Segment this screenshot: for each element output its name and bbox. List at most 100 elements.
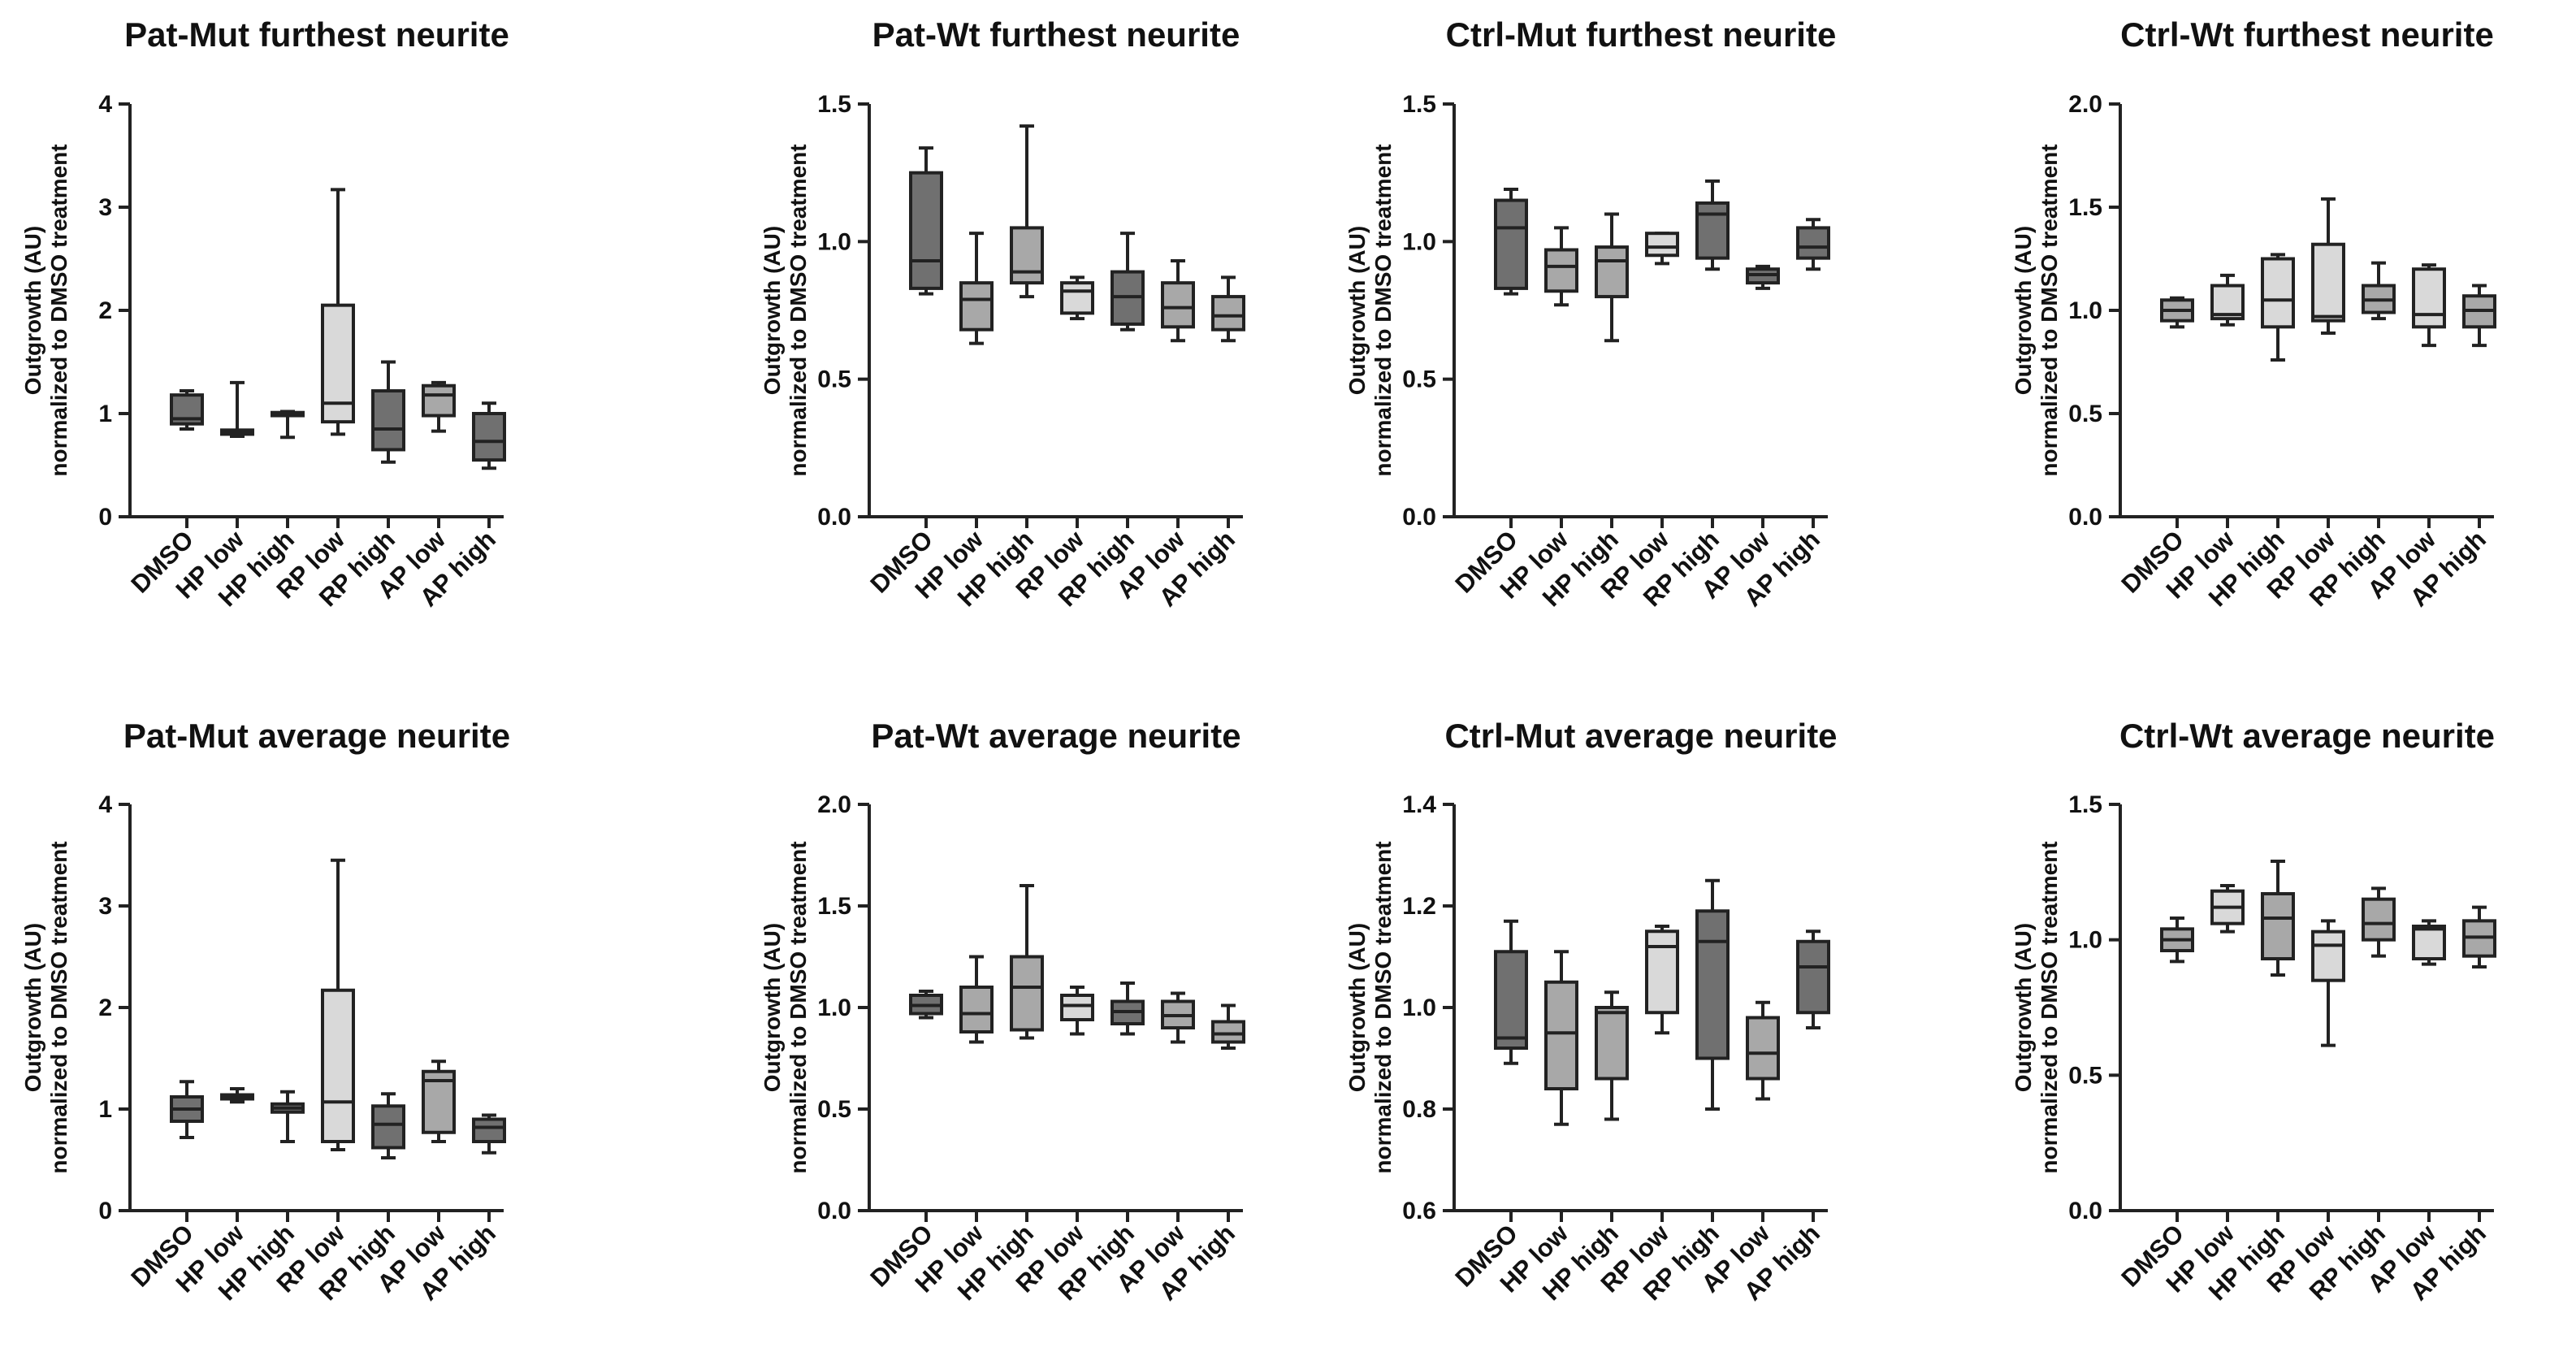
y-tick-label: 4 [98,91,112,118]
box-ap-low [422,1060,456,1143]
box-hp-high [2261,253,2295,362]
box-iqr [1161,281,1195,329]
panel-title: Ctrl-Wt average neurite [2119,717,2495,755]
box-hp-high [1010,124,1044,299]
box-ap-high [1211,1003,1245,1050]
y-axis-label: normalized to DMSO treatment [1370,144,1396,476]
box-iqr [472,412,506,462]
box-rp-high [1110,982,1145,1036]
box-rp-high [2362,261,2396,321]
box-iqr [1211,295,1245,332]
box-dmso [909,990,943,1020]
box-iqr [2412,267,2446,329]
box-ap-high [1796,218,1830,271]
box-hp-high [1595,990,1629,1121]
y-tick-label: 0 [98,504,112,531]
box-iqr [2362,897,2396,942]
box-ap-high [2462,284,2496,348]
box-ap-low [1161,259,1195,343]
y-tick-label: 1.4 [1402,791,1436,818]
box-ap-high [472,1113,506,1155]
box-iqr [1494,198,1528,290]
y-axis-label: Outgrowth (AU) [2011,923,2036,1092]
box-iqr [1494,950,1528,1050]
box-dmso [2160,296,2194,329]
y-axis-label: Outgrowth (AU) [1344,923,1370,1092]
y-tick-label: 1.2 [1402,893,1436,920]
y-tick-label: 2.0 [2068,91,2102,118]
panel-title: Pat-Mut furthest neurite [124,15,509,54]
y-tick-label: 1.5 [2068,194,2102,221]
y-tick-label: 4 [98,791,112,818]
box-iqr [1796,939,1830,1015]
y-tick-label: 3 [98,893,112,920]
box-hp-low [2210,273,2245,327]
box-iqr [1595,245,1629,299]
box-iqr [1695,909,1730,1060]
box-iqr [909,171,943,290]
box-hp-low [2210,884,2245,934]
y-axis-label: normalized to DMSO treatment [786,841,811,1173]
panel-title: Pat-Mut average neurite [123,717,510,755]
box-dmso [909,146,943,296]
box-rp-low [1645,925,1679,1035]
box-dmso [1494,919,1528,1065]
y-tick-label: 2.0 [817,791,851,818]
panel-title: Ctrl-Wt furthest neurite [2120,15,2494,54]
box-rp-high [371,1092,405,1159]
box-iqr [1010,955,1044,1032]
y-axis-label: Outgrowth (AU) [20,923,45,1092]
y-axis-label: normalized to DMSO treatment [46,144,71,476]
box-iqr [371,1104,405,1150]
boxplot-panel-8: Ctrl-Wt average neurite Outgrowth (AU) nor… [2011,717,2496,1306]
box-iqr [1695,201,1730,260]
box-iqr [1746,1016,1780,1081]
boxplot-panel-1: Pat-Mut furthest neurite Outgrowth (AU) no… [20,15,509,612]
box-rp-high [2362,886,2396,958]
box-iqr [2412,925,2446,960]
box-iqr [1010,226,1044,285]
box-ap-low [422,380,456,433]
box-iqr [1645,232,1679,258]
box-rp-low [1060,986,1094,1036]
box-hp-high [271,410,305,440]
box-hp-high [1595,212,1629,343]
box-hp-low [220,1087,254,1104]
y-axis-label: normalized to DMSO treatment [1370,841,1396,1173]
box-ap-high [472,401,506,470]
box-hp-low [1544,950,1578,1126]
box-rp-low [321,858,355,1151]
box-iqr [2261,892,2295,960]
box-dmso [170,389,204,431]
box-iqr [321,988,355,1143]
box-ap-high [2462,905,2496,968]
box-iqr [1544,980,1578,1090]
box-iqr [1060,994,1094,1021]
y-tick-label: 1.0 [1402,994,1436,1021]
box-ap-low [1746,264,1780,290]
y-tick-label: 1 [98,401,112,427]
box-ap-high [1211,275,1245,343]
y-tick-label: 1 [98,1096,112,1123]
y-tick-label: 0.5 [2068,1062,2102,1089]
y-axis-label: Outgrowth (AU) [2011,226,2036,395]
y-tick-label: 0.8 [1402,1096,1436,1123]
y-tick-label: 1.5 [817,893,851,920]
box-iqr [959,281,994,332]
panel-title: Ctrl-Mut furthest neurite [1446,15,1837,54]
box-hp-high [271,1090,305,1143]
y-tick-label: 0 [98,1198,112,1224]
y-axis-label: normalized to DMSO treatment [46,841,71,1173]
y-tick-label: 2 [98,994,112,1021]
y-axis-label: Outgrowth (AU) [760,226,785,395]
box-iqr [1544,248,1578,293]
y-axis-label: normalized to DMSO treatment [2037,841,2062,1173]
box-iqr [2311,242,2345,323]
box-iqr [1595,1006,1629,1081]
box-iqr [1645,930,1679,1015]
boxplot-panel-5: Pat-Mut average neurite Outgrowth (AU) nor… [20,717,510,1306]
boxplot-panel-7: Ctrl-Mut average neurite Outgrowth (AU) no… [1344,717,1838,1306]
box-iqr [472,1117,506,1143]
box-iqr [371,389,405,452]
y-tick-label: 0.5 [817,1096,851,1123]
